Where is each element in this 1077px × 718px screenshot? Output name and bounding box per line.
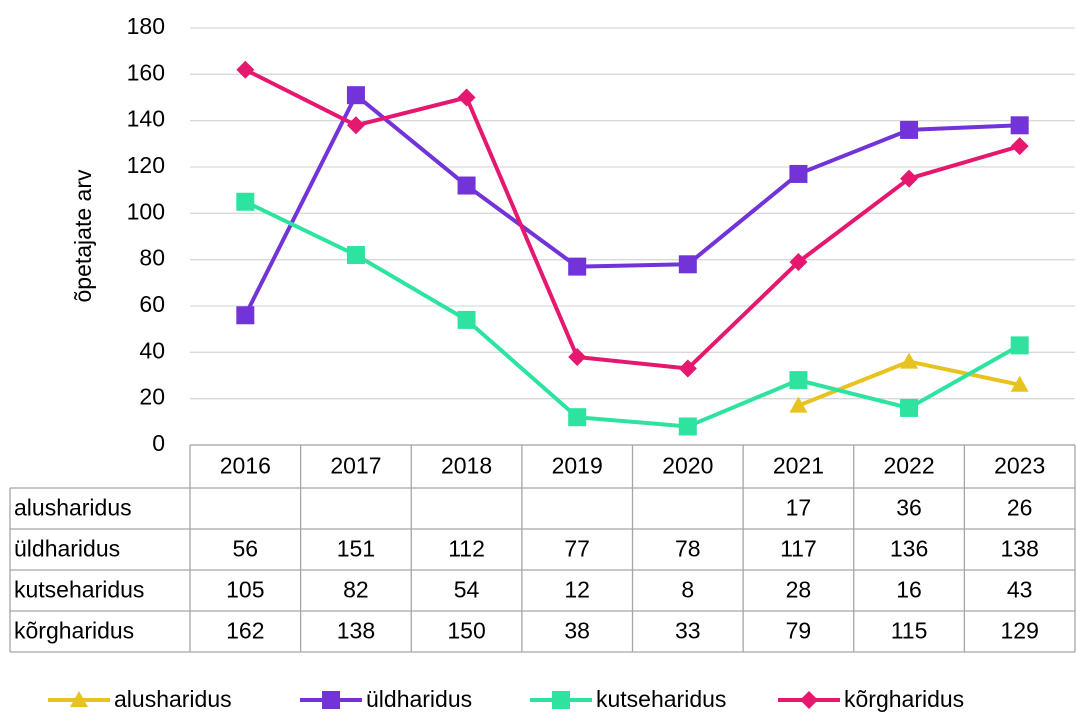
table-cell: 112: [448, 536, 485, 562]
marker: [900, 398, 919, 417]
marker: [678, 417, 697, 436]
marker: [800, 691, 818, 709]
table-cell: 79: [786, 618, 812, 644]
table-cell: 56: [233, 536, 259, 562]
table-cell: 129: [1001, 618, 1039, 644]
table-cell: 16: [896, 577, 922, 603]
marker: [1010, 116, 1029, 135]
marker: [789, 164, 808, 183]
table-cell: 54: [454, 577, 480, 603]
x-tick-label: 2017: [330, 453, 381, 479]
table-cell: 150: [447, 618, 485, 644]
marker: [1010, 375, 1029, 392]
y-tick-label: 120: [127, 152, 165, 178]
table-row-label: kutseharidus: [14, 577, 144, 603]
y-tick-label: 100: [127, 198, 165, 224]
x-tick-label: 2018: [441, 453, 492, 479]
marker: [900, 120, 919, 139]
y-tick-label: 0: [152, 430, 165, 456]
table-cell: 151: [337, 536, 375, 562]
marker: [789, 371, 808, 390]
y-tick-label: 180: [127, 13, 165, 39]
marker: [568, 408, 587, 427]
table-cell: 28: [786, 577, 812, 603]
x-tick-label: 2021: [773, 453, 824, 479]
y-tick-label: 80: [139, 245, 165, 271]
series-line: [244, 67, 1021, 371]
marker: [900, 352, 919, 369]
marker: [322, 691, 340, 709]
x-tick-label: 2019: [552, 453, 603, 479]
legend-label: kutseharidus: [596, 686, 726, 712]
x-tick-label: 2016: [220, 453, 271, 479]
table-cell: 36: [896, 495, 922, 521]
legend-label: üldharidus: [366, 686, 472, 712]
table-cell: 78: [675, 536, 701, 562]
marker: [1010, 336, 1029, 355]
marker: [236, 192, 255, 211]
table-cell: 33: [675, 618, 701, 644]
table-cell: 38: [564, 618, 590, 644]
marker: [457, 88, 476, 107]
marker: [789, 252, 808, 271]
marker: [457, 176, 476, 195]
y-tick-label: 160: [127, 59, 165, 85]
y-axis-label: õpetajate arv: [70, 169, 96, 302]
x-tick-label: 2020: [662, 453, 713, 479]
marker: [346, 116, 365, 135]
marker: [1010, 137, 1029, 156]
table-cell: 17: [786, 495, 812, 521]
table-cell: 82: [343, 577, 369, 603]
marker: [70, 691, 88, 707]
table-row-label: kõrgharidus: [14, 618, 134, 644]
legend-label: kõrgharidus: [844, 686, 964, 712]
table-cell: 115: [891, 618, 928, 644]
marker: [236, 60, 255, 79]
y-tick-label: 140: [127, 106, 165, 132]
table-cell: 117: [780, 536, 817, 562]
table-cell: 8: [681, 577, 694, 603]
series-line: [244, 199, 1021, 429]
marker: [568, 347, 587, 366]
y-tick-label: 20: [139, 384, 165, 410]
table-cell: 43: [1007, 577, 1033, 603]
marker: [346, 246, 365, 265]
table-cell: 105: [226, 577, 264, 603]
table-cell: 138: [1001, 536, 1039, 562]
marker: [568, 257, 587, 276]
table-row-label: alusharidus: [14, 495, 132, 521]
marker: [678, 359, 697, 378]
marker: [678, 255, 697, 274]
marker: [346, 86, 365, 105]
table-cell: 77: [564, 536, 590, 562]
series-line: [243, 93, 1020, 317]
x-tick-label: 2022: [883, 453, 934, 479]
legend-label: alusharidus: [114, 686, 232, 712]
marker: [552, 691, 570, 709]
marker: [789, 396, 808, 413]
table-cell: 12: [564, 577, 590, 603]
table-cell: 138: [337, 618, 375, 644]
marker: [457, 310, 476, 329]
y-tick-label: 60: [139, 291, 165, 317]
table-row-label: üldharidus: [14, 536, 120, 562]
x-tick-label: 2023: [994, 453, 1045, 479]
table-cell: 136: [890, 536, 928, 562]
y-tick-label: 40: [139, 337, 165, 363]
marker: [236, 306, 255, 325]
table-cell: 162: [226, 618, 264, 644]
marker: [900, 169, 919, 188]
table-cell: 26: [1007, 495, 1033, 521]
